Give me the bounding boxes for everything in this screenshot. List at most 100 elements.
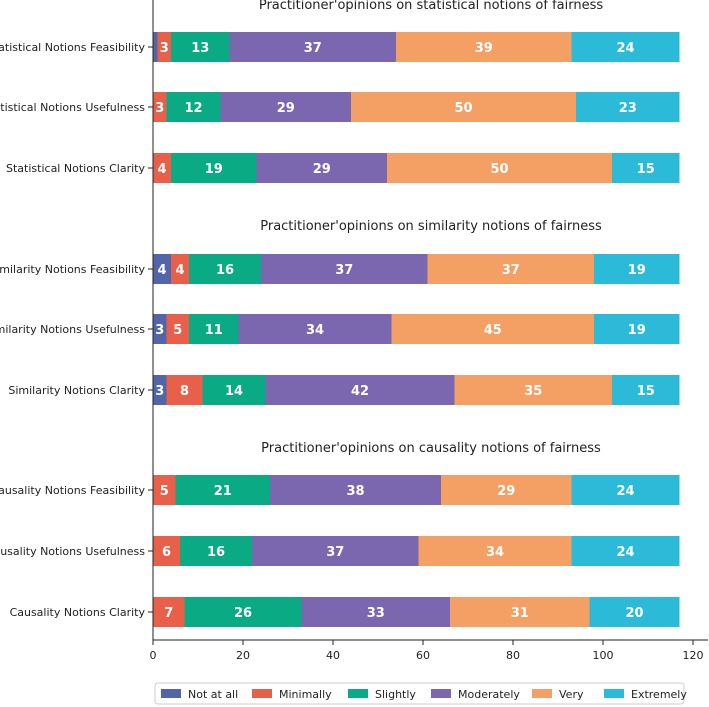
bar-statistical-notions-clarity-very [387, 153, 612, 183]
category-label-causality-notions-clarity: Causality Notions Clarity [10, 606, 146, 619]
bar-value-causality-notions-usefulness-moderately: 37 [326, 545, 344, 560]
bar-value-similarity-notions-clarity-slightly: 14 [225, 384, 243, 399]
bar-similarity-notions-usefulness-minimally [166, 314, 189, 344]
bar-value-causality-notions-feasibility-slightly: 21 [214, 484, 232, 499]
bar-statistical-notions-clarity-slightly [171, 153, 257, 183]
category-label-statistical-notions-clarity: Statistical Notions Clarity [6, 162, 145, 175]
bar-causality-notions-clarity-slightly [184, 597, 302, 627]
bar-similarity-notions-clarity-moderately [265, 375, 455, 405]
bar-similarity-notions-clarity-minimally [166, 375, 203, 405]
bar-causality-notions-usefulness-slightly [180, 536, 252, 566]
bar-causality-notions-clarity-extremely [589, 597, 680, 627]
bar-value-causality-notions-clarity-minimally: 7 [164, 606, 173, 621]
bar-value-statistical-notions-feasibility-moderately: 37 [304, 41, 322, 56]
bar-value-similarity-notions-clarity-extremely: 15 [637, 384, 655, 399]
category-label-causality-notions-usefulness: Causality Notions Usefulness [0, 545, 145, 558]
bar-similarity-notions-feasibility-minimally [171, 254, 189, 284]
panel-title-2: Practitioner'opinions on similarity noti… [260, 219, 602, 234]
bar-similarity-notions-clarity-very [454, 375, 612, 405]
bar-statistical-notions-clarity-minimally [153, 153, 171, 183]
bar-value-statistical-notions-clarity-slightly: 19 [205, 162, 223, 177]
bar-value-causality-notions-usefulness-extremely: 24 [616, 545, 634, 560]
bar-value-similarity-notions-usefulness-moderately: 34 [306, 323, 324, 338]
bar-statistical-notions-feasibility-minimally [157, 32, 171, 62]
x-tick-label-120: 120 [683, 649, 704, 662]
legend-label-minimally: Minimally [279, 688, 332, 701]
panel-title-3: Practitioner'opinions on causality notio… [261, 441, 601, 456]
legend-swatch-extremely [604, 689, 624, 698]
bar-value-statistical-notions-clarity-moderately: 29 [313, 162, 331, 177]
bar-statistical-notions-usefulness-moderately [220, 92, 351, 122]
bar-value-similarity-notions-feasibility-minimally: 4 [175, 263, 184, 278]
legend-swatch-slightly [348, 689, 368, 698]
bar-statistical-notions-feasibility-moderately [229, 32, 396, 62]
bar-value-statistical-notions-feasibility-very: 39 [475, 41, 493, 56]
bar-statistical-notions-usefulness-very [351, 92, 576, 122]
legend-label-very: Very [559, 688, 584, 701]
category-label-statistical-notions-feasibility: Statistical Notions Feasibility [0, 41, 145, 54]
bar-value-causality-notions-feasibility-extremely: 24 [616, 484, 634, 499]
bar-similarity-notions-feasibility-extremely [594, 254, 680, 284]
legend-box [154, 682, 685, 705]
category-label-similarity-notions-feasibility: Similarity Notions Feasibility [0, 263, 145, 276]
bar-causality-notions-feasibility-moderately [270, 475, 441, 505]
bar-similarity-notions-clarity-not-at-all [153, 375, 167, 405]
bar-value-statistical-notions-clarity-very: 50 [490, 162, 508, 177]
bar-value-causality-notions-feasibility-very: 29 [497, 484, 515, 499]
category-label-causality-notions-feasibility: Causality Notions Feasibility [0, 484, 145, 497]
bar-value-statistical-notions-usefulness-slightly: 12 [184, 101, 202, 116]
x-tick-label-0: 0 [150, 649, 157, 662]
bar-causality-notions-clarity-moderately [301, 597, 450, 627]
bar-statistical-notions-clarity-extremely [612, 153, 680, 183]
bar-value-similarity-notions-usefulness-slightly: 11 [205, 323, 223, 338]
bar-causality-notions-feasibility-slightly [175, 475, 270, 505]
bar-value-causality-notions-feasibility-minimally: 5 [160, 484, 169, 499]
bar-value-causality-notions-feasibility-moderately: 38 [346, 484, 364, 499]
category-label-statistical-notions-usefulness: Statistical Notions Usefulness [0, 101, 145, 114]
legend-label-slightly: Slightly [375, 688, 416, 701]
bar-similarity-notions-usefulness-moderately [238, 314, 392, 344]
bar-statistical-notions-feasibility-extremely [571, 32, 680, 62]
bar-value-statistical-notions-usefulness-minimally: 3 [155, 101, 164, 116]
bar-causality-notions-feasibility-minimally [153, 475, 176, 505]
bar-value-causality-notions-clarity-very: 31 [511, 606, 529, 621]
bar-value-statistical-notions-feasibility-minimally: 3 [160, 41, 169, 56]
bar-value-causality-notions-clarity-moderately: 33 [367, 606, 385, 621]
legend-label-extremely: Extremely [631, 688, 687, 701]
bar-statistical-notions-feasibility-very [396, 32, 572, 62]
bar-value-statistical-notions-usefulness-very: 50 [454, 101, 472, 116]
bar-statistical-notions-usefulness-minimally [153, 92, 167, 122]
x-tick-label-100: 100 [593, 649, 614, 662]
bar-causality-notions-usefulness-moderately [252, 536, 419, 566]
bar-value-causality-notions-usefulness-very: 34 [486, 545, 504, 560]
bar-similarity-notions-feasibility-slightly [189, 254, 261, 284]
bar-similarity-notions-feasibility-moderately [261, 254, 428, 284]
bar-causality-notions-usefulness-extremely [571, 536, 680, 566]
legend-label-moderately: Moderately [458, 688, 520, 701]
bar-similarity-notions-clarity-slightly [202, 375, 266, 405]
bar-value-causality-notions-usefulness-slightly: 16 [207, 545, 225, 560]
legend-label-not-at-all: Not at all [188, 688, 238, 701]
category-label-similarity-notions-clarity: Similarity Notions Clarity [8, 384, 145, 397]
bar-statistical-notions-feasibility-slightly [171, 32, 230, 62]
bar-value-statistical-notions-feasibility-extremely: 24 [616, 41, 634, 56]
bar-value-statistical-notions-usefulness-moderately: 29 [277, 101, 295, 116]
bar-value-similarity-notions-clarity-minimally: 8 [180, 384, 189, 399]
category-label-similarity-notions-usefulness: Similarity Notions Usefulness [0, 323, 145, 336]
bar-causality-notions-usefulness-minimally [153, 536, 180, 566]
x-tick-label-80: 80 [506, 649, 520, 662]
bar-value-statistical-notions-clarity-extremely: 15 [637, 162, 655, 177]
bar-value-statistical-notions-usefulness-extremely: 23 [619, 101, 637, 116]
bar-statistical-notions-usefulness-extremely [576, 92, 680, 122]
bar-causality-notions-clarity-minimally [153, 597, 185, 627]
bar-value-similarity-notions-clarity-not-at-all: 3 [155, 384, 164, 399]
bar-value-similarity-notions-feasibility-very: 37 [502, 263, 520, 278]
bar-causality-notions-feasibility-extremely [571, 475, 680, 505]
bar-value-similarity-notions-usefulness-minimally: 5 [173, 323, 182, 338]
bar-value-statistical-notions-feasibility-slightly: 13 [191, 41, 209, 56]
legend-swatch-not-at-all [161, 689, 181, 698]
bar-value-causality-notions-usefulness-minimally: 6 [162, 545, 171, 560]
bar-value-statistical-notions-clarity-minimally: 4 [157, 162, 166, 177]
bar-causality-notions-usefulness-very [418, 536, 572, 566]
